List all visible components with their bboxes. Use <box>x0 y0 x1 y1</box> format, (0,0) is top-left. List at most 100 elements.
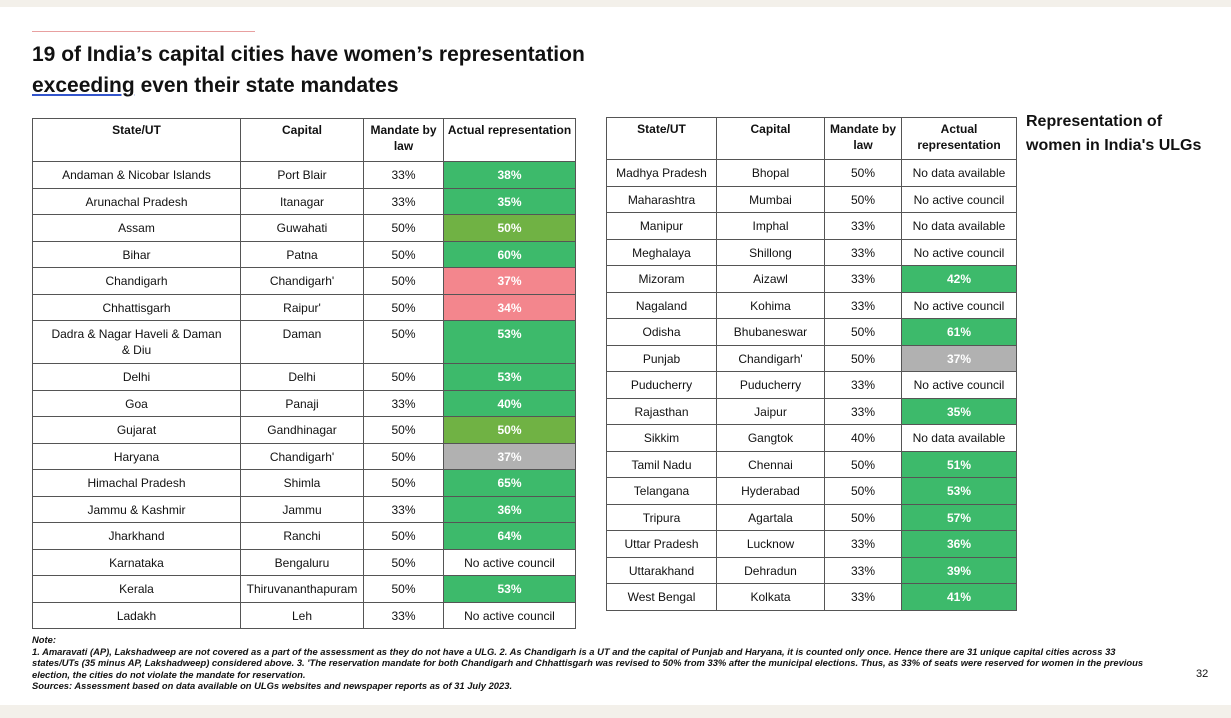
cell: Kolkata <box>716 583 825 611</box>
row: Manipur Imphal 33% No data available <box>606 212 1017 240</box>
cell: Ladakh <box>32 601 241 629</box>
cell: Gujarat <box>32 416 241 444</box>
cell: Gandhinagar <box>240 416 364 444</box>
row: Nagaland Kohima 33% No active council <box>606 291 1017 319</box>
cell: Jharkhand <box>32 522 241 550</box>
cell: Jaipur <box>716 397 825 425</box>
row: Rajasthan Jaipur 33% 35% <box>606 397 1017 425</box>
cell: 33% <box>363 161 444 189</box>
header-cell: Actual representation <box>901 117 1017 160</box>
title: 19 of India’s capital cities have women’… <box>32 39 585 101</box>
cell: Assam <box>32 214 241 242</box>
cell: 37% <box>901 344 1017 372</box>
row: Himachal Pradesh Shimla 50% 65% <box>32 469 576 497</box>
cell: Puducherry <box>716 371 825 399</box>
right-table: State/UT Capital Mandate by law Actual repr… <box>606 117 1017 611</box>
cell: Mumbai <box>716 185 825 213</box>
row: Tamil Nadu Chennai 50% 51% <box>606 450 1017 478</box>
cell: 41% <box>901 583 1017 611</box>
cell: Chandigarh' <box>240 442 364 470</box>
cell: 51% <box>901 450 1017 478</box>
cell: Puducherry <box>606 371 717 399</box>
cell: 50% <box>363 320 444 364</box>
note-heading: Note: <box>32 634 56 645</box>
cell: 33% <box>824 371 902 399</box>
cell: 53% <box>901 477 1017 505</box>
header-cell: Mandate by law <box>363 118 444 162</box>
cell: 50% <box>363 293 444 321</box>
cell: 33% <box>824 556 902 584</box>
cell: 50% <box>824 185 902 213</box>
side-label: Representation of women in India's ULGs <box>1026 113 1202 154</box>
header-cell: Actual representation <box>443 118 576 162</box>
cell: Meghalaya <box>606 238 717 266</box>
row: Karnataka Bengaluru 50% No active council <box>32 548 576 576</box>
cell: 50% <box>363 575 444 603</box>
cell: Delhi <box>32 363 241 391</box>
cell: Ranchi <box>240 522 364 550</box>
cell: Uttarakhand <box>606 556 717 584</box>
cell: Haryana <box>32 442 241 470</box>
cell: Himachal Pradesh <box>32 469 241 497</box>
cell: Kohima <box>716 291 825 319</box>
cell: Agartala <box>716 503 825 531</box>
row: West Bengal Kolkata 33% 41% <box>606 583 1017 611</box>
row: Bihar Patna 50% 60% <box>32 240 576 268</box>
cell: Tamil Nadu <box>606 450 717 478</box>
cell: Manipur <box>606 212 717 240</box>
header-cell: Capital <box>240 118 364 162</box>
cell: Chandigarh' <box>240 267 364 295</box>
slide: 19 of India’s capital cities have women’… <box>0 7 1231 705</box>
cell: 50% <box>363 240 444 268</box>
row: Gujarat Gandhinagar 50% 50% <box>32 416 576 444</box>
cell: 53% <box>443 575 576 603</box>
cell: 50% <box>824 450 902 478</box>
cell: 37% <box>443 442 576 470</box>
cell: Goa <box>32 389 241 417</box>
cell: 50% <box>824 159 902 187</box>
cell: 35% <box>443 187 576 215</box>
cell: 33% <box>824 530 902 558</box>
cell: 33% <box>824 238 902 266</box>
row: Uttar Pradesh Lucknow 33% 36% <box>606 530 1017 558</box>
cell: 33% <box>824 212 902 240</box>
cell: 36% <box>443 495 576 523</box>
cell: No data available <box>901 212 1017 240</box>
row: Madhya Pradesh Bhopal 50% No data available <box>606 159 1017 187</box>
cell: 50% <box>363 442 444 470</box>
cell: No active council <box>901 291 1017 319</box>
cell: 50% <box>363 267 444 295</box>
cell: West Bengal <box>606 583 717 611</box>
cell: Odisha <box>606 318 717 346</box>
cell: Mizoram <box>606 265 717 293</box>
row: Haryana Chandigarh' 50% 37% <box>32 442 576 470</box>
cell: Chandigarh' <box>716 344 825 372</box>
cell: No active council <box>443 548 576 576</box>
cell: 50% <box>443 416 576 444</box>
cell: 33% <box>824 265 902 293</box>
cell: 57% <box>901 503 1017 531</box>
row: Jammu & Kashmir Jammu 33% 36% <box>32 495 576 523</box>
row: Chhattisgarh Raipur' 50% 34% <box>32 293 576 321</box>
cell: Chandigarh <box>32 267 241 295</box>
header-cell: Mandate by law <box>824 117 902 160</box>
cell: Gangtok <box>716 424 825 452</box>
cell: 36% <box>901 530 1017 558</box>
cell: 60% <box>443 240 576 268</box>
cell: 50% <box>443 214 576 242</box>
cell: Bihar <box>32 240 241 268</box>
cell: 50% <box>363 363 444 391</box>
cell: Lucknow <box>716 530 825 558</box>
cell: 33% <box>363 495 444 523</box>
cell: Daman <box>240 320 364 364</box>
cell: 65% <box>443 469 576 497</box>
cell: Leh <box>240 601 364 629</box>
cell: Nagaland <box>606 291 717 319</box>
cell: Rajasthan <box>606 397 717 425</box>
row: Delhi Delhi 50% 53% <box>32 363 576 391</box>
cell: Madhya Pradesh <box>606 159 717 187</box>
cell: Bengaluru <box>240 548 364 576</box>
cell: Telangana <box>606 477 717 505</box>
cell: 33% <box>363 389 444 417</box>
